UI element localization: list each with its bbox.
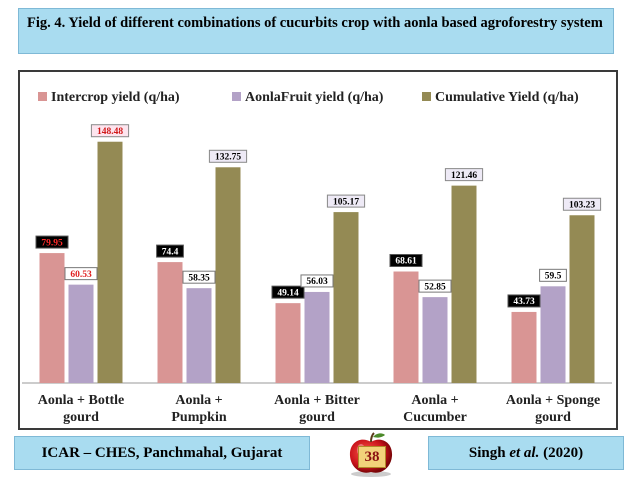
data-label-aonla-fruit-2: 58.35	[188, 273, 210, 283]
citation-etal: et al.	[509, 445, 540, 461]
bar-cumulative-5	[569, 215, 595, 383]
footer-institution: ICAR – CHES, Panchmahal, Gujarat	[14, 436, 310, 470]
bar-aonla-fruit-4	[422, 297, 448, 383]
data-label-box-intercrop-4	[389, 254, 423, 268]
data-label-box-cumulative-5	[562, 197, 602, 211]
category-label-1-line-2: gourd	[63, 410, 99, 425]
data-label-aonla-fruit-5: 59.5	[545, 272, 562, 282]
data-label-box-aonla-fruit-1	[64, 267, 98, 281]
data-label-box-cumulative-1	[90, 124, 130, 138]
legend-swatch-aonla-fruit	[232, 92, 241, 102]
data-label-box-cumulative-2	[208, 149, 248, 163]
data-label-box-intercrop-2	[156, 244, 184, 258]
data-label-cumulative-4: 121.46	[451, 171, 477, 181]
data-label-box-intercrop-5	[507, 294, 541, 308]
legend-label-cumulative: Cumulative Yield (q/ha)	[435, 90, 579, 105]
data-label-intercrop-5: 43.73	[513, 297, 535, 307]
data-label-cumulative-1: 148.48	[97, 127, 123, 137]
data-label-box-intercrop-1	[35, 235, 69, 249]
data-label-box-aonla-fruit-5	[539, 268, 567, 282]
data-label-box-aonla-fruit-2	[182, 270, 216, 284]
bar-aonla-fruit-5	[540, 286, 566, 383]
bar-intercrop-5	[511, 311, 537, 383]
category-label-5-line-1: Aonla + Sponge	[506, 393, 600, 408]
category-label-1-line-1: Aonla + Bottle	[38, 393, 125, 408]
category-label-5-line-2: gourd	[535, 410, 571, 425]
category-label-4-line-2: Cucumber	[403, 410, 467, 425]
data-label-intercrop-1: 79.95	[41, 238, 63, 248]
legend-swatch-cumulative	[422, 92, 431, 102]
category-label-3-line-1: Aonla + Bitter	[274, 393, 360, 408]
legend-swatch-intercrop	[38, 92, 47, 102]
bar-cumulative-1	[97, 141, 123, 383]
bar-aonla-fruit-2	[186, 288, 212, 383]
data-label-intercrop-2: 74.4	[162, 247, 179, 257]
page-number-badge: 38	[358, 446, 386, 468]
legend-item-intercrop: Intercrop yield (q/ha)	[38, 90, 180, 106]
data-label-box-cumulative-3	[326, 194, 366, 208]
legend-item-cumulative: Cumulative Yield (q/ha)	[422, 90, 579, 106]
citation-year: (2020)	[543, 445, 584, 461]
data-label-box-cumulative-4	[444, 168, 484, 182]
data-label-cumulative-2: 132.75	[215, 152, 241, 162]
legend-item-aonla-fruit: AonlaFruit yield (q/ha)	[232, 90, 383, 106]
apple-page-number-badge: 38	[343, 430, 399, 478]
data-label-cumulative-5: 103.23	[569, 200, 595, 210]
bar-aonla-fruit-1	[68, 284, 94, 383]
category-label-2-line-1: Aonla +	[175, 393, 222, 408]
data-label-intercrop-4: 68.61	[395, 257, 417, 267]
category-label-2-line-2: Pumpkin	[171, 410, 226, 425]
data-label-box-aonla-fruit-3	[300, 274, 334, 288]
citation-author: Singh	[468, 445, 506, 461]
data-label-intercrop-3: 49.14	[277, 288, 299, 298]
data-label-aonla-fruit-1: 60.53	[70, 270, 92, 280]
legend-label-intercrop: Intercrop yield (q/ha)	[51, 90, 180, 105]
data-label-aonla-fruit-3: 56.03	[306, 277, 328, 287]
category-label-4-line-1: Aonla +	[411, 393, 458, 408]
data-label-box-aonla-fruit-4	[418, 279, 452, 293]
bar-intercrop-3	[275, 303, 301, 383]
figure-title: Fig. 4. Yield of different combinations …	[18, 8, 614, 54]
footer-citation: Singh et al. (2020)	[428, 436, 624, 470]
data-label-aonla-fruit-4: 52.85	[424, 282, 446, 292]
data-label-cumulative-3: 105.17	[333, 197, 359, 207]
bar-cumulative-2	[215, 167, 241, 383]
bar-aonla-fruit-3	[304, 291, 330, 383]
bar-cumulative-4	[451, 185, 477, 383]
chart-legend: Intercrop yield (q/ha) AonlaFruit yield …	[32, 90, 612, 110]
bar-intercrop-1	[39, 253, 65, 383]
bar-cumulative-3	[333, 212, 359, 383]
category-label-3-line-2: gourd	[299, 410, 335, 425]
data-label-box-intercrop-3	[271, 285, 305, 299]
legend-label-aonla-fruit: AonlaFruit yield (q/ha)	[245, 90, 384, 105]
bar-intercrop-2	[157, 262, 183, 383]
bar-intercrop-4	[393, 271, 419, 383]
